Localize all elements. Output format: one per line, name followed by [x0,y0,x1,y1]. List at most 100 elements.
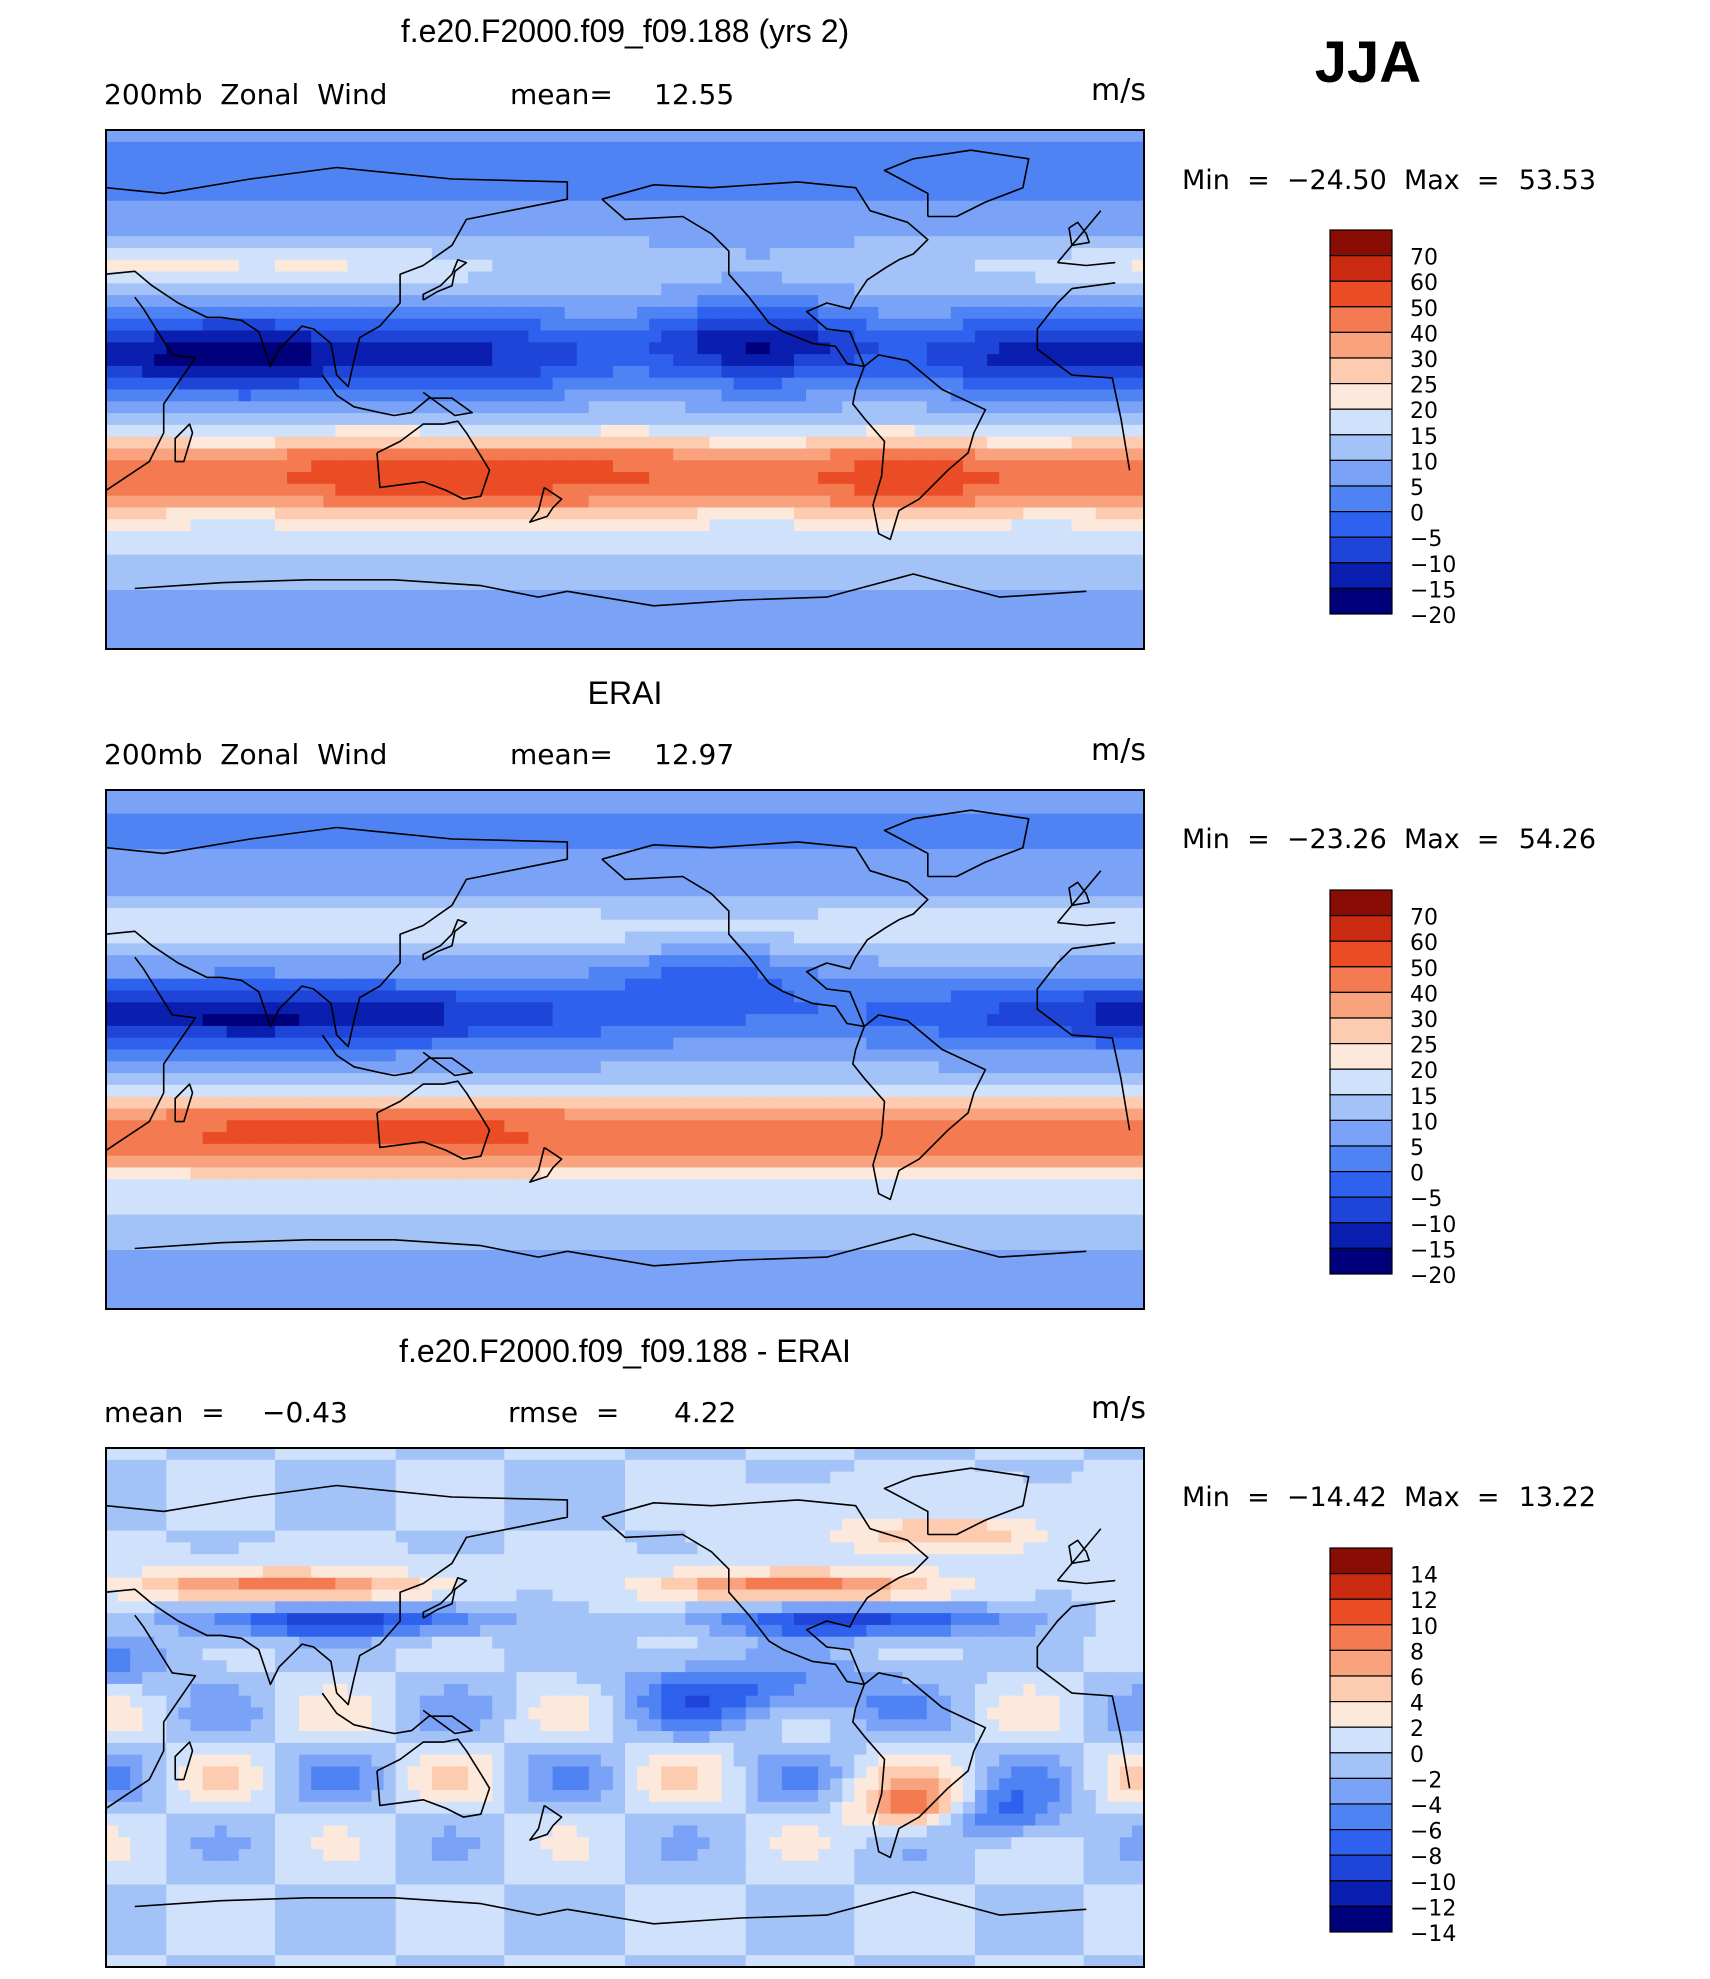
heatmap-cell [806,896,819,909]
heatmap-cell [1131,790,1144,803]
heatmap-cell [661,519,674,532]
heatmap-cell [504,224,517,237]
heatmap-cell [262,318,276,332]
heatmap-cell [938,306,952,320]
heatmap-cell [950,295,964,308]
heatmap-cell [118,542,131,556]
heatmap-cell [202,424,216,438]
heatmap-cell [1011,495,1024,509]
heatmap-cell [999,330,1012,343]
heatmap-cell [335,931,348,944]
heatmap-cell [166,578,180,591]
heatmap-cell [456,436,469,450]
heatmap-cell [842,590,855,603]
heatmap-cell [323,813,336,826]
heatmap-cell [383,448,397,461]
heatmap-cell [576,801,590,815]
colorbar-tick-label: −20 [1410,604,1456,629]
heatmap-cell [612,601,626,615]
heatmap-cell [262,306,276,320]
heatmap-cell [818,448,831,461]
heatmap-cell [697,436,711,450]
heatmap-cell [818,531,831,544]
heatmap-cell [335,354,348,367]
heatmap-cell [926,495,940,509]
heatmap-cell [1011,377,1024,391]
heatmap-cell [311,519,324,532]
heatmap-cell [419,306,433,320]
heatmap-cell [902,472,916,485]
heatmap-cell [564,907,578,921]
heatmap-cell [938,177,952,190]
heatmap-cell [830,507,843,520]
heatmap-cell [190,153,204,166]
heatmap-cell [250,365,264,379]
heatmap-cell [745,554,759,568]
heatmap-cell [878,542,892,556]
heatmap-cell [673,460,686,473]
heatmap-cell [1083,259,1097,273]
heatmap-cell [757,519,771,532]
heatmap-cell [1023,141,1036,155]
heatmap-cell [806,554,819,568]
heatmap-cell [347,306,361,320]
heatmap-cell [226,130,240,143]
heatmap-cell [757,306,771,320]
heatmap-cell [395,236,409,249]
heatmap-cell [1059,637,1073,649]
heatmap-cell [1095,330,1109,343]
heatmap-cell [528,472,542,485]
heatmap-cell [902,590,916,603]
heatmap-cell [902,860,916,874]
heatmap-cell [226,354,240,367]
heatmap-cell [395,943,409,956]
heatmap-cell [1071,377,1085,391]
heatmap-cell [1119,507,1133,520]
heatmap-cell [142,943,155,956]
heatmap-cell [987,907,1000,921]
heatmap-cell [1095,212,1109,225]
heatmap-cell [697,813,711,826]
heatmap-cell [335,283,348,296]
heatmap-cell [866,907,880,921]
heatmap-cell [238,247,252,261]
heatmap-cell [830,413,843,426]
heatmap-cell [576,200,590,214]
heatmap-cell [878,860,892,874]
heatmap-cell [685,613,699,627]
heatmap-cell [504,236,517,249]
heatmap-cell [395,141,409,155]
heatmap-cell [214,848,228,862]
heatmap-cell [262,884,276,897]
heatmap-cell [806,436,819,450]
heatmap-cell [914,625,928,638]
heatmap-cell [262,295,276,308]
panel-title: f.e20.F2000.f09_f09.188 (yrs 2) [401,13,849,49]
heatmap-cell [987,495,1000,509]
heatmap-cell [962,519,976,532]
heatmap-cell [202,578,216,591]
heatmap-cell [1083,531,1097,544]
heatmap-cell [419,448,433,461]
heatmap-cell [468,165,481,178]
heatmap-cell [709,424,723,438]
heatmap-cell [793,401,807,414]
heatmap-cell [1011,896,1024,909]
heatmap-cell [649,330,662,343]
heatmap-cell [274,460,288,473]
heatmap-cell [781,801,795,815]
heatmap-cell [371,354,385,367]
heatmap-cell [371,507,385,520]
heatmap-cell [383,884,397,897]
heatmap-cell [649,177,662,190]
heatmap-cell [311,460,324,473]
heatmap-cell [226,188,240,202]
heatmap-cell [238,295,252,308]
heatmap-cell [1083,884,1097,897]
heatmap-cell [1071,848,1085,862]
heatmap-cell [540,460,554,473]
heatmap-cell [106,860,119,874]
heatmap-cell [769,448,783,461]
heatmap-cell [431,413,445,426]
heatmap-cell [540,330,554,343]
